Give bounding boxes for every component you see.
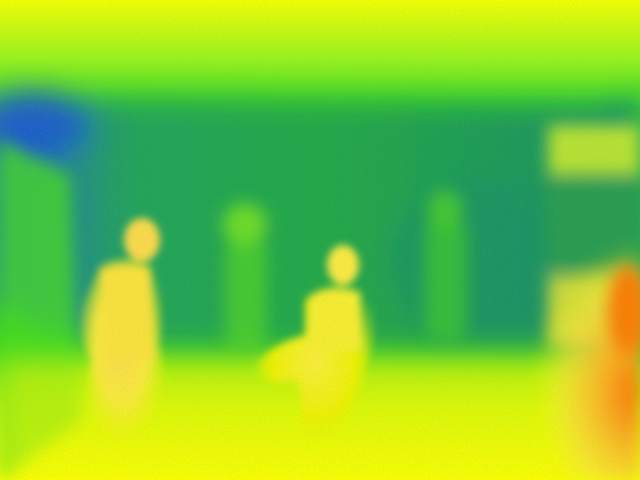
thermal-image: [0, 0, 640, 480]
sensor-noise: [0, 0, 640, 480]
thermal-canvas: [0, 0, 640, 480]
